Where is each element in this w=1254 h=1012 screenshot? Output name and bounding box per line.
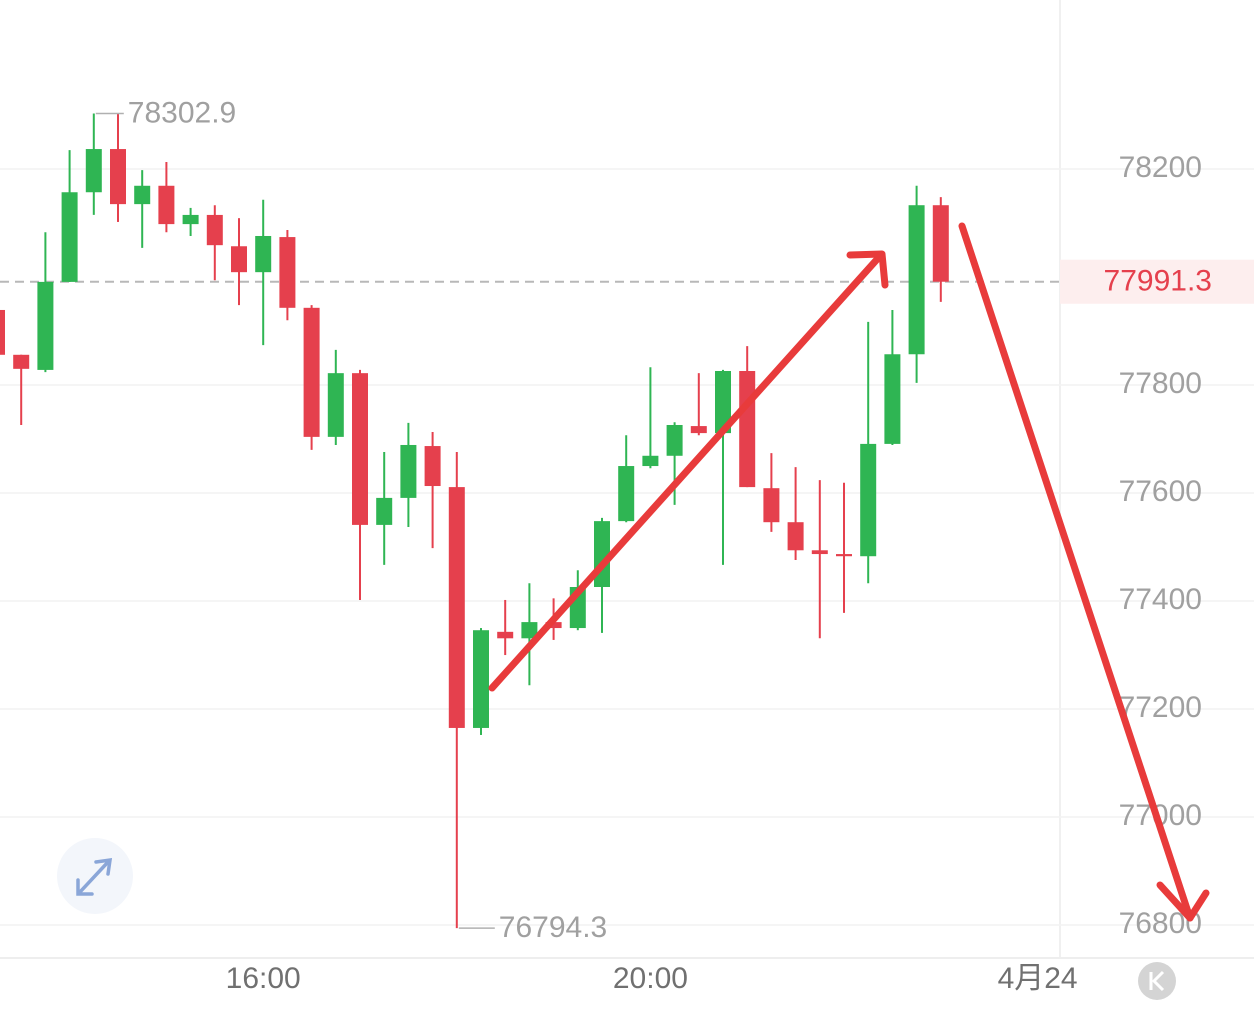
candle-body [811,550,828,555]
scroll-latest-button[interactable] [1138,962,1176,1000]
candle-body [884,354,901,444]
candle-body [448,487,465,728]
candle-body [255,235,272,273]
candle-body [158,185,175,225]
candle-body [303,307,320,437]
scroll-latest-bg[interactable] [1138,962,1176,1000]
expand-button[interactable] [57,838,133,914]
candle-body [134,185,151,205]
y-tick-label: 77600 [1119,475,1202,508]
candle-body [860,443,877,557]
candle-body [642,455,659,467]
candle-body [836,554,852,557]
expand-icon[interactable] [76,857,113,896]
candle-body [61,192,78,282]
candle-body [327,373,344,437]
candle-body [110,149,126,205]
x-tick-label: 16:00 [226,962,301,995]
candle-body [715,370,731,434]
candle-body [182,214,199,225]
marks: 7680077000772007740077600778007820016:00… [0,96,1254,995]
candle-body [231,246,247,273]
candle-body [376,497,393,525]
y-tick-label: 77200 [1119,691,1202,724]
candle-body [690,426,707,434]
last-price-badge [1060,259,1254,304]
arrow-up-head [846,250,889,289]
candle-body [473,630,489,728]
scroll-latest-icon[interactable] [1149,970,1165,992]
y-tick-label: 77400 [1119,583,1202,616]
x-tick-label: 4月24 [998,962,1078,995]
candle-body [37,281,54,370]
candle-body [206,214,223,246]
min-label: 76794.3 [499,911,607,944]
arrow-down-head [1156,881,1210,922]
arrow-up-line [488,252,884,692]
candle-body [908,205,925,355]
candle-body [739,370,756,488]
y-tick-label: 78200 [1119,151,1202,184]
candle-body [787,522,804,551]
candle-body [279,237,296,308]
candle-body [497,631,514,639]
candle-body [618,466,635,522]
y-tick-label: 77800 [1119,367,1202,400]
candle-body [763,488,780,523]
candle-body [932,205,949,282]
candle-body [521,622,538,639]
candle-body [352,373,368,525]
candle-body [13,354,30,369]
last-price-label: 77991.3 [1104,265,1212,298]
drawn-arrows [488,222,1210,922]
candle-body [85,149,102,193]
candle-body [424,446,441,487]
x-tick-label: 20:00 [613,962,688,995]
candle-body [0,309,5,355]
max-label: 78302.9 [128,96,236,129]
candle-body [400,444,417,498]
candle-body [545,622,562,629]
arrow-down-line [958,222,1194,922]
candle-body [666,424,683,456]
